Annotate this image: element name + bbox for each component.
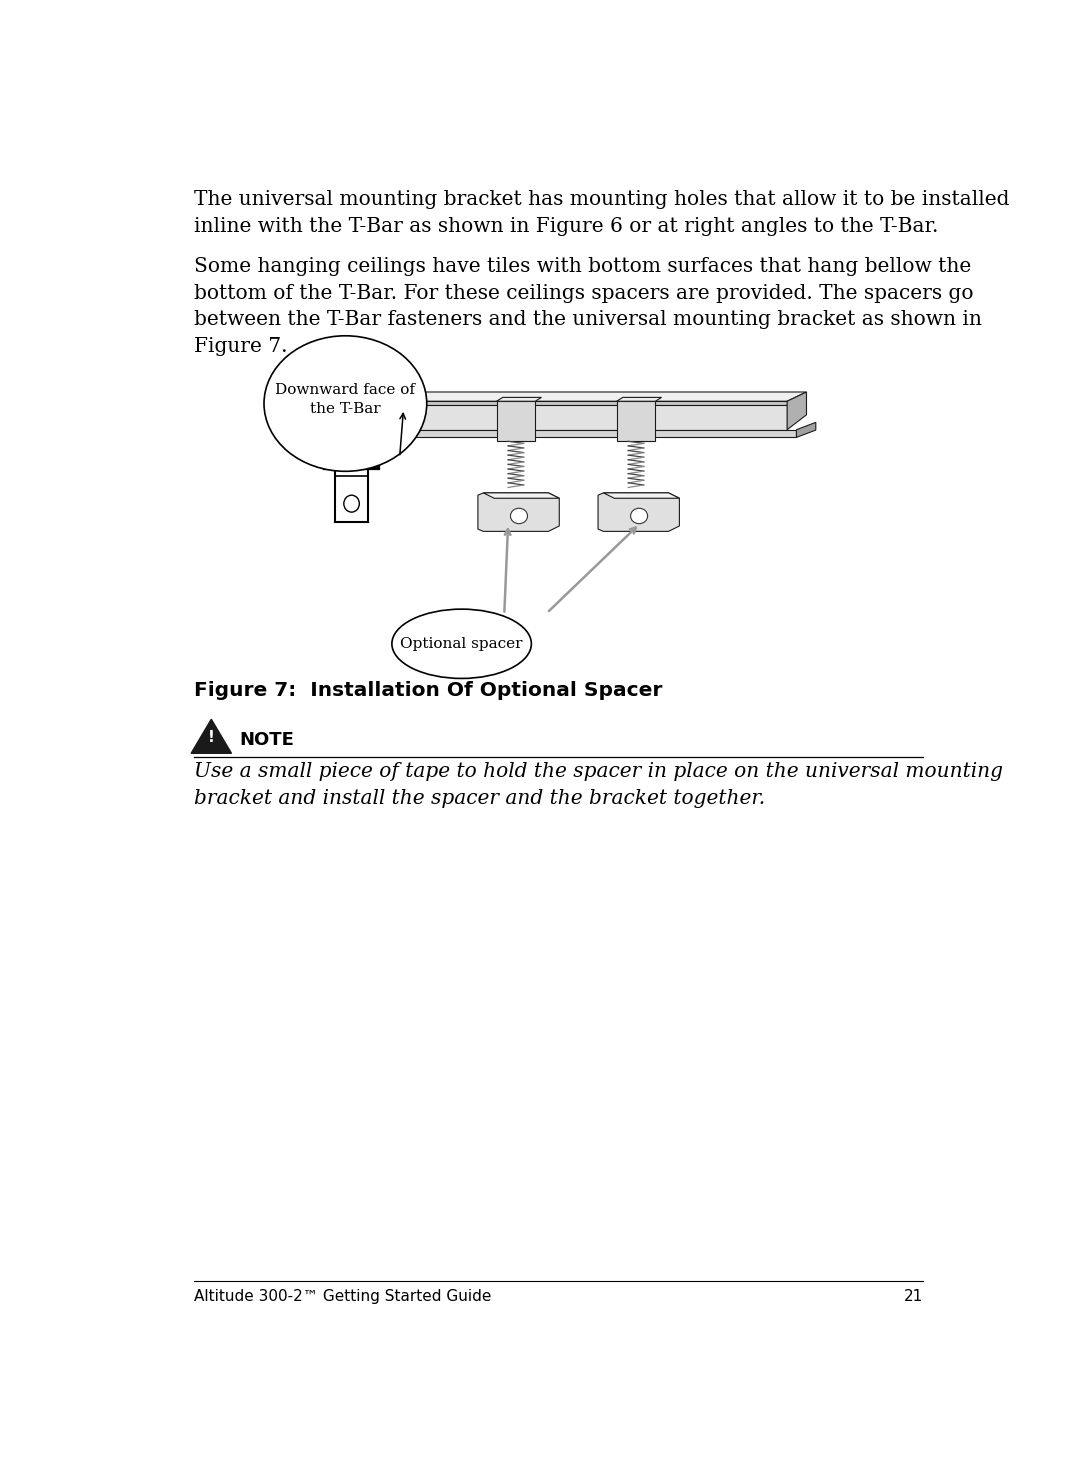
Text: Use a small piece of tape to hold the spacer in place on the universal mounting
: Use a small piece of tape to hold the sp… <box>194 761 1003 809</box>
Text: The universal mounting bracket has mounting holes that allow it to be installed
: The universal mounting bracket has mount… <box>194 190 1010 235</box>
Polygon shape <box>603 492 680 498</box>
Polygon shape <box>598 492 680 531</box>
Text: Optional spacer: Optional spacer <box>401 637 523 651</box>
Polygon shape <box>787 392 807 429</box>
Polygon shape <box>342 401 787 406</box>
Polygon shape <box>332 429 796 438</box>
Polygon shape <box>616 397 662 401</box>
Ellipse shape <box>511 509 527 523</box>
Polygon shape <box>342 392 807 401</box>
Text: Downward face of
the T-Bar: Downward face of the T-Bar <box>276 384 415 416</box>
Text: NOTE: NOTE <box>240 731 294 748</box>
Ellipse shape <box>344 495 359 512</box>
Polygon shape <box>484 492 560 498</box>
Polygon shape <box>796 422 816 438</box>
Polygon shape <box>192 719 232 753</box>
Polygon shape <box>497 397 541 401</box>
Ellipse shape <box>392 609 531 679</box>
Text: !: ! <box>208 731 215 745</box>
Ellipse shape <box>264 335 427 472</box>
Ellipse shape <box>631 509 648 523</box>
Text: 21: 21 <box>904 1289 922 1304</box>
Polygon shape <box>616 401 656 441</box>
Text: Altitude 300-2™ Getting Started Guide: Altitude 300-2™ Getting Started Guide <box>194 1289 491 1304</box>
Polygon shape <box>497 401 536 441</box>
Text: Some hanging ceilings have tiles with bottom surfaces that hang bellow the
botto: Some hanging ceilings have tiles with bo… <box>194 257 982 356</box>
Polygon shape <box>478 492 560 531</box>
Polygon shape <box>342 406 787 429</box>
Text: Figure 7:  Installation Of Optional Spacer: Figure 7: Installation Of Optional Space… <box>194 681 662 700</box>
